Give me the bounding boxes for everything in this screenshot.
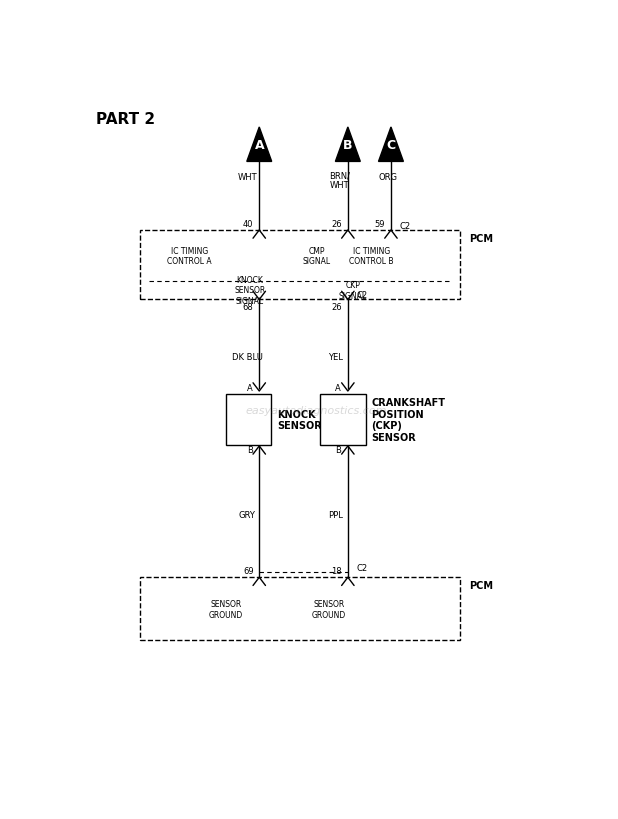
Text: C2: C2 [357,291,368,300]
Text: C2: C2 [357,563,368,572]
Text: GRY: GRY [239,510,256,519]
Text: B: B [343,138,353,152]
Text: A: A [247,384,253,393]
Text: 18: 18 [331,567,342,576]
Text: PPL: PPL [328,510,344,519]
Text: SENSOR
GROUND: SENSOR GROUND [311,600,346,619]
Text: A: A [255,138,264,152]
Text: 40: 40 [243,219,253,229]
Text: B: B [336,445,341,454]
Text: 69: 69 [243,567,253,576]
Text: IC TIMING
CONTROL A: IC TIMING CONTROL A [167,247,212,265]
Text: CKP
SIGNAL: CKP SIGNAL [339,281,366,301]
Text: 26: 26 [331,219,342,229]
Text: C2: C2 [399,222,410,231]
Text: CRANKSHAFT
POSITION
(CKP)
SENSOR: CRANKSHAFT POSITION (CKP) SENSOR [371,397,446,442]
Text: 68: 68 [243,302,253,311]
Text: PART 2: PART 2 [96,112,156,127]
Text: B: B [247,445,253,454]
Text: A: A [336,384,341,393]
Text: PCM: PCM [469,234,493,244]
Text: KNOCK
SENSOR
SIGNAL: KNOCK SENSOR SIGNAL [234,276,265,305]
Text: BRN/
WHT: BRN/ WHT [329,171,350,190]
Text: IC TIMING
CONTROL B: IC TIMING CONTROL B [349,247,394,265]
Text: CMP
SIGNAL: CMP SIGNAL [303,247,331,265]
Bar [320,395,366,445]
Bar [140,231,460,300]
Text: YEL: YEL [328,352,344,361]
Bar [226,395,271,445]
Text: C: C [386,138,396,152]
Text: PCM: PCM [469,581,493,590]
Text: 59: 59 [375,219,385,229]
Text: ORG: ORG [378,173,397,182]
Text: easyautodiagnostics.com: easyautodiagnostics.com [246,405,387,415]
Polygon shape [378,128,404,162]
Text: KNOCK
SENSOR: KNOCK SENSOR [277,410,322,431]
Bar [140,577,460,640]
Text: WHT: WHT [237,173,257,182]
Polygon shape [336,128,360,162]
Text: DK BLU: DK BLU [232,352,263,361]
Polygon shape [247,128,272,162]
Text: SENSOR
GROUND: SENSOR GROUND [209,600,243,619]
Text: 26: 26 [331,302,342,311]
